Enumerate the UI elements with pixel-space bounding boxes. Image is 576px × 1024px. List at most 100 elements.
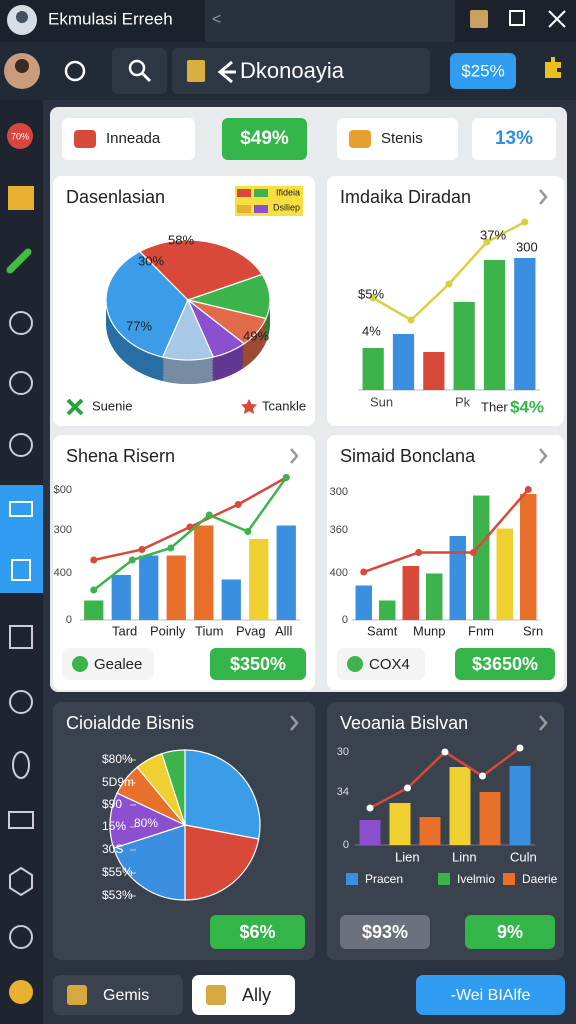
toolbar-badge[interactable]	[450, 53, 516, 89]
bar	[166, 555, 186, 620]
panel-title: Shena Risern	[66, 446, 175, 466]
pie-slice	[185, 273, 271, 320]
tab-strip	[205, 0, 455, 42]
sidebar-grid[interactable]	[9, 625, 33, 649]
sidebar-timer[interactable]	[9, 690, 33, 714]
panel-button[interactable]	[455, 648, 555, 680]
sidebar-settings[interactable]	[9, 311, 33, 335]
button-icon	[347, 656, 363, 672]
title-field	[172, 48, 430, 94]
bar	[249, 539, 269, 620]
close-button[interactable]	[548, 10, 566, 28]
maximize-button[interactable]	[509, 10, 525, 26]
back-arrow[interactable]: <	[212, 11, 221, 28]
stat-pill[interactable]	[222, 118, 307, 160]
panel-button[interactable]	[337, 648, 425, 680]
sidebar-leaf[interactable]	[12, 751, 30, 779]
line-point	[483, 238, 491, 246]
bar	[449, 536, 466, 620]
sidebar-coin[interactable]	[9, 925, 33, 949]
line-point	[282, 474, 290, 481]
key-swatch	[237, 189, 251, 197]
line-point	[441, 748, 449, 756]
legend-text: Daerie	[522, 872, 558, 886]
chart-label: 360	[330, 524, 348, 536]
sidebar-badge[interactable]	[7, 123, 33, 149]
legend-text: Suenie	[92, 398, 132, 413]
chart-label: 0	[343, 839, 349, 851]
home-button[interactable]	[64, 60, 86, 82]
chart-label: 30%	[138, 253, 164, 268]
sidebar-monitor[interactable]	[8, 811, 34, 829]
line-point	[369, 294, 377, 302]
panel-button[interactable]	[340, 915, 430, 949]
bar	[453, 302, 475, 390]
chart-label: 300	[54, 524, 72, 536]
bar	[520, 494, 537, 620]
stat-pill[interactable]	[337, 118, 458, 160]
key-swatch	[254, 205, 268, 213]
sidebar-pen[interactable]	[6, 248, 32, 274]
chart-label: Alll	[275, 623, 292, 638]
panel-button[interactable]	[62, 648, 154, 680]
panel-title: Veoania Bislvan	[340, 713, 468, 733]
bottom-text: Gemis	[103, 987, 149, 1004]
chart-label: 49%	[243, 328, 269, 343]
bar	[423, 352, 445, 390]
content: Inneada $49% Stenis 13% Dasenlasian 30% 58% 77%…	[53, 118, 565, 1015]
bar	[483, 260, 506, 390]
panel-button[interactable]	[465, 915, 555, 949]
bar	[514, 258, 536, 390]
sidebar-hex[interactable]	[9, 866, 33, 897]
bar	[276, 525, 296, 620]
panel-chevron[interactable]	[290, 715, 299, 731]
stat-label: Stenis	[381, 130, 423, 147]
chart-label: Srn	[523, 623, 543, 638]
chart-label: $4%	[510, 397, 544, 416]
bottom-button[interactable]	[53, 975, 183, 1015]
panel-chevron[interactable]	[539, 715, 548, 731]
bar	[221, 579, 241, 620]
line-point	[445, 280, 453, 288]
chart-label: 300	[516, 239, 538, 254]
sidebar-mail	[9, 501, 33, 517]
stat-icon	[349, 130, 371, 148]
bar	[111, 575, 131, 620]
toolbar-badge-text: $25%	[461, 61, 504, 80]
bottom-text: -Wei BIAlfe	[451, 987, 531, 1004]
panel-chevron[interactable]	[290, 448, 299, 464]
bar	[449, 767, 471, 845]
window-icon[interactable]	[470, 10, 488, 28]
line-point	[167, 544, 175, 552]
line-point	[90, 556, 98, 564]
puzzle-icon[interactable]	[545, 57, 561, 78]
panel-chevron[interactable]	[539, 189, 548, 205]
chart-label: 400	[330, 567, 348, 579]
stat-pill[interactable]	[472, 118, 556, 160]
panel-button[interactable]	[210, 648, 306, 680]
sidebar-cloud[interactable]	[9, 433, 33, 457]
sidebar-folder[interactable]	[8, 186, 34, 210]
panel-button[interactable]	[210, 915, 305, 949]
sidebar-clock[interactable]	[9, 980, 33, 1004]
search-button[interactable]	[112, 48, 167, 94]
stat-pill[interactable]	[62, 118, 195, 160]
line-point	[128, 556, 136, 564]
line-point	[524, 486, 532, 493]
chart-label: 5D9m	[102, 775, 134, 789]
window-title: Ekmulasi Erreeh	[48, 9, 173, 28]
key-swatch	[237, 205, 251, 213]
chart-label: Lien	[395, 849, 420, 864]
chart-label: 34	[337, 786, 349, 798]
bottom-button[interactable]	[416, 975, 565, 1015]
bar	[359, 820, 381, 845]
panel-chevron[interactable]	[539, 448, 548, 464]
line-point	[415, 549, 423, 556]
bar	[419, 817, 441, 845]
button-text: 9%	[497, 922, 523, 942]
chart-label: Ther	[481, 399, 508, 414]
sidebar-chat[interactable]	[9, 371, 33, 395]
stat-value: $49%	[240, 128, 289, 149]
line-point	[366, 804, 374, 812]
line-point	[234, 501, 242, 508]
